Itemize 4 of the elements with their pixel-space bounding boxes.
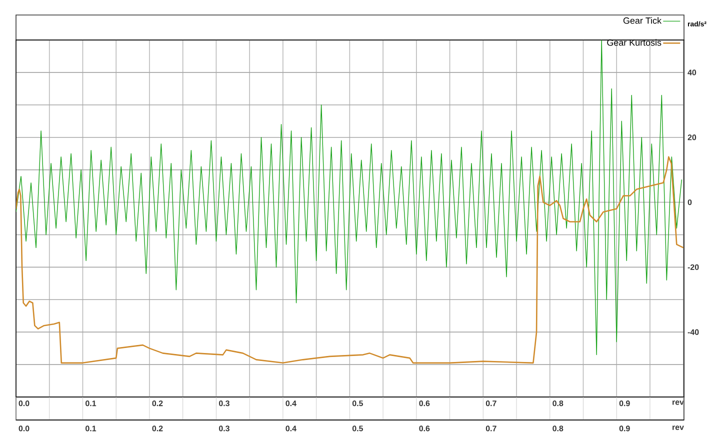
line-series [16, 156, 684, 364]
legend-label: Gear Tick [623, 17, 662, 24]
legend-label: Gear Kurtosis [607, 39, 662, 46]
line-series [16, 40, 682, 356]
